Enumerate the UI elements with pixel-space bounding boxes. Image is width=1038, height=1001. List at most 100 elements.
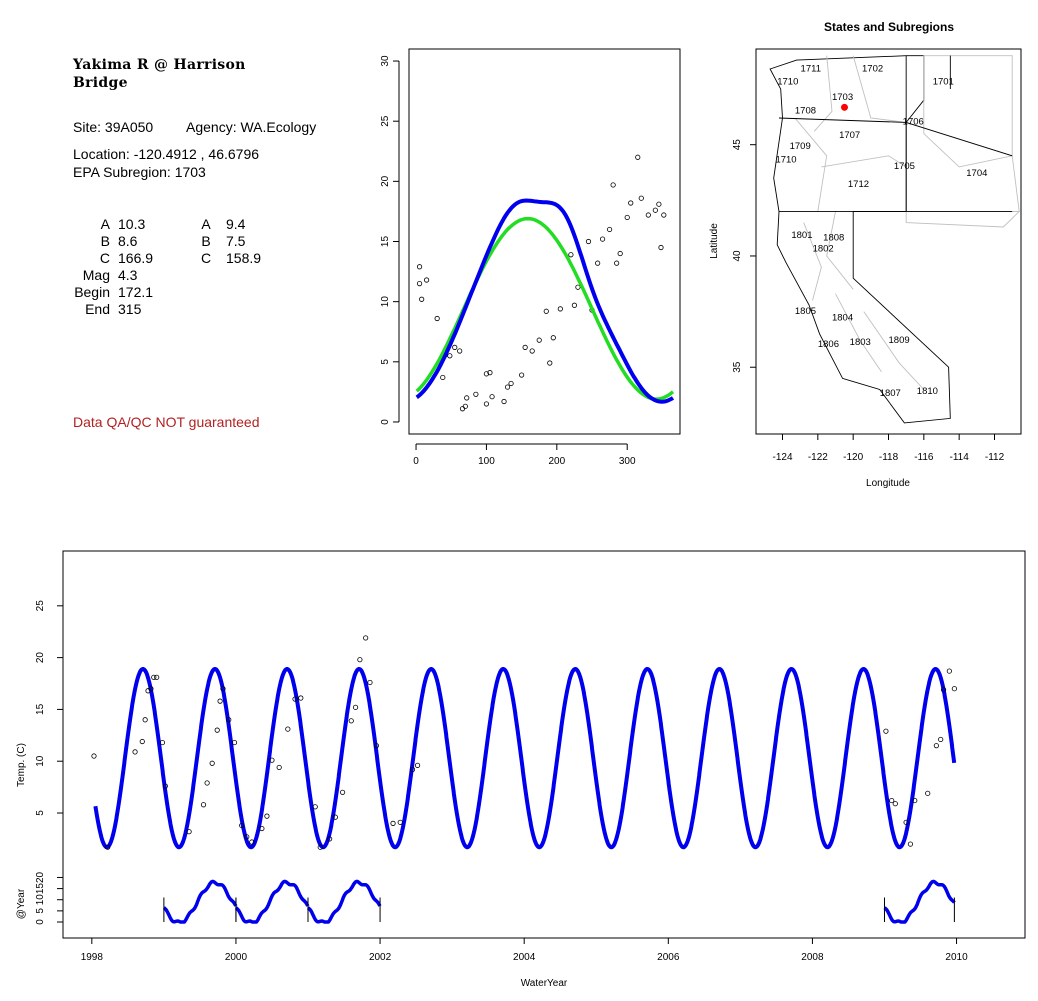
map-y-tick-label: 45 [732,139,743,151]
data-point [658,244,664,251]
ts-x-tick-label: 1998 [81,952,104,963]
map-y-label: Latitude [709,223,720,259]
ts-data-point [357,657,363,663]
params-right-values: 9.4 7.5 158.9 [226,216,261,267]
map-title: States and Subregions [824,20,954,34]
data-point [483,371,490,377]
x-tick-label: 100 [478,456,495,467]
data-point [617,250,623,257]
map-x-tick-label: -122 [808,452,828,463]
data-point [635,154,641,160]
data-point [529,348,535,354]
x-tick-label: 300 [619,456,636,467]
site-title-line2: Bridge [73,75,128,91]
subregion-label: 1802 [813,244,834,255]
data-point [568,252,574,258]
ts-data-point [390,820,396,826]
data-point [452,344,458,350]
data-point [447,353,453,359]
ts-x-tick-label: 2004 [513,952,536,963]
ts-data-point [373,743,380,749]
year-y-tick-label: 10 [35,894,46,906]
map-x-tick-label: -120 [843,452,863,463]
x-tick-label: 200 [548,456,565,467]
ts-y-tick-label: 5 [35,810,46,816]
ts-data-point [285,726,291,732]
data-point [440,374,446,381]
ts-data-point [292,696,298,702]
param-name: B [201,233,211,249]
ts-data-point [186,829,192,835]
ts-data-point [154,674,160,680]
x-tick-label: 0 [413,456,419,467]
data-point [571,302,578,308]
subregion-map: States and Subregions -124 -122 -120 -118 -1… [709,20,1022,489]
year-y-tick-label: 5 [35,908,46,914]
y-tick-label: 10 [380,296,391,308]
subregion-label: 1703 [832,92,853,103]
ts-data-point [889,797,895,804]
ts-data-point [269,757,275,763]
data-point [624,214,630,221]
year-curve [234,879,310,924]
data-point [550,335,556,341]
data-point [416,264,423,270]
param-value: 8.6 [118,233,138,249]
param-name: A [201,216,211,232]
subregion-label: 1702 [862,63,883,74]
ts-data-point [367,679,373,686]
param-value: 315 [118,301,142,317]
y-tick-label: 15 [380,236,391,248]
ts-data-point [327,836,333,842]
map-y-tick-label: 35 [732,361,743,373]
site-id: Site: 39A050 [73,119,154,135]
ts-data-point [148,686,154,692]
ts-data-point [912,797,918,804]
data-point [423,277,430,283]
param-name: Mag [82,267,110,283]
subregion-label: 1709 [790,141,811,152]
data-point [536,337,542,343]
subregion-label: 1809 [889,335,910,346]
epa-subregion: EPA Subregion: 1703 [73,164,206,180]
map-y-tick-label: 40 [732,250,743,262]
param-name: End [85,301,110,317]
param-value: 172.1 [118,284,154,300]
ts-data-point [298,695,304,701]
ts-x-tick-label: 2006 [657,952,680,963]
data-point [522,344,528,350]
data-point [459,406,466,412]
timeseries-fit-curve [93,667,957,850]
data-point [457,348,463,354]
timeseries-x-label: WaterYear [521,978,568,989]
data-point [656,201,662,207]
subregion-boundary [863,311,925,390]
ts-data-point [132,749,138,755]
map-x-label: Longitude [866,478,910,489]
data-point [504,384,511,390]
params-right-names: A B C [196,216,216,267]
ts-data-point [244,834,250,840]
data-point [607,226,613,233]
map-x-tick-label: -116 [914,452,934,463]
subregion-label: 1804 [832,313,853,324]
year-curve [162,879,238,924]
subregion-label: 1810 [917,386,938,397]
map-x-tick-label: -114 [950,452,970,463]
timeseries-chart: 1998 2000 2002 2004 2006 2008 2010510152025051… [16,550,1026,989]
ts-data-point [907,841,914,847]
ts-data-point [217,698,223,704]
ts-data-point [159,739,166,746]
year-y-tick-label: 0 [35,919,46,925]
subregion-boundary [826,211,854,290]
ts-data-point [363,635,369,641]
ts-data-point [312,804,318,810]
ts-data-point [317,844,323,850]
subregion-label: 1803 [850,337,871,348]
data-point [610,182,616,188]
data-point [464,395,470,401]
data-point [638,195,644,201]
subregion-label: 1705 [894,161,915,172]
ts-data-point [226,717,232,723]
subregion-label: 1710 [777,77,798,88]
